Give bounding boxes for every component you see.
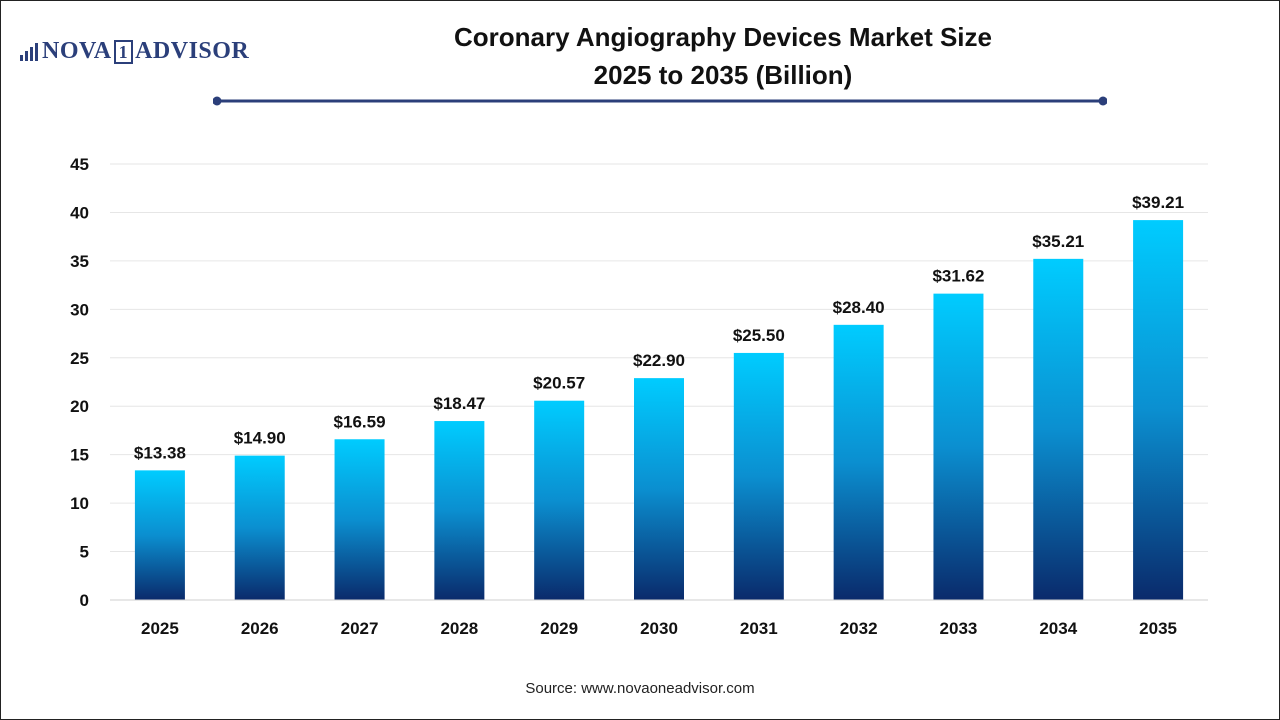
logo-text-left: NOVA: [42, 38, 112, 64]
x-tick-label-2034: 2034: [1039, 619, 1077, 638]
bar-2028: [434, 421, 485, 600]
data-label-2035: $39.21: [1132, 193, 1184, 212]
bar-2027: [334, 439, 385, 600]
y-tick-label: 5: [80, 543, 89, 562]
y-tick-label: 40: [70, 203, 89, 222]
bars: [134, 220, 1184, 600]
data-label-2026: $14.90: [234, 429, 286, 448]
bar-2032: [833, 324, 884, 600]
data-label-2034: $35.21: [1032, 232, 1084, 251]
logo-text-box: 1: [113, 39, 134, 64]
bar-2029: [534, 400, 585, 600]
chart-title-line2: 2025 to 2035 (Billion): [593, 60, 853, 90]
y-tick-label: 0: [80, 591, 89, 610]
bar-2033: [933, 293, 984, 600]
bar-2025: [134, 470, 185, 600]
data-label-2032: $28.40: [833, 298, 885, 317]
data-label-2033: $31.62: [932, 267, 984, 286]
x-tick-label-2033: 2033: [940, 619, 978, 638]
bar-2031: [733, 352, 784, 600]
x-tick-label-2031: 2031: [740, 619, 778, 638]
data-label-2025: $13.38: [134, 443, 186, 462]
bar-2026: [234, 455, 285, 600]
title-underline: [213, 96, 1107, 106]
y-tick-label: 10: [70, 494, 89, 513]
chart-title-line1: Coronary Angiography Devices Market Size: [454, 22, 992, 52]
x-tick-label-2029: 2029: [540, 619, 578, 638]
data-label-2031: $25.50: [733, 326, 785, 345]
bar-2034: [1033, 258, 1084, 600]
data-label-2027: $16.59: [334, 412, 386, 431]
y-tick-label: 45: [70, 155, 89, 174]
x-tick-label-2030: 2030: [640, 619, 678, 638]
data-labels: $13.38 $14.90 $16.59 $18.47 $20.57 $22.90 $25.…: [134, 193, 1184, 462]
x-tick-label-2035: 2035: [1139, 619, 1177, 638]
data-label-2030: $22.90: [633, 351, 685, 370]
x-tick-label-2032: 2032: [840, 619, 878, 638]
bar-2030: [634, 378, 684, 600]
logo-text-right: ADVISOR: [135, 38, 250, 64]
x-tick-label-2025: 2025: [141, 619, 179, 638]
title-underline-dot-right: [1098, 96, 1107, 106]
x-tick-label-2028: 2028: [440, 619, 478, 638]
x-tick-label-2027: 2027: [341, 619, 379, 638]
y-axis-ticks: 0 5 10 15 20 25 30 35 40 45: [70, 155, 89, 610]
x-axis-ticks: 2025 2026 2027 2028 2029 2030 2031 2032 2033 2034…: [141, 619, 1177, 638]
data-label-2029: $20.57: [533, 374, 585, 393]
y-tick-label: 15: [70, 446, 89, 465]
bar-chart-icon: [20, 42, 38, 61]
data-label-2028: $18.47: [433, 394, 485, 413]
y-tick-label: 25: [70, 349, 89, 368]
y-tick-label: 30: [70, 300, 89, 319]
source-note: Source: www.novaoneadvisor.com: [525, 680, 755, 697]
bar-2035: [1133, 220, 1184, 600]
chart-title: Coronary Angiography Devices Market Size…: [323, 18, 1123, 94]
x-tick-label-2026: 2026: [241, 619, 279, 638]
y-tick-label: 20: [70, 397, 89, 416]
title-underline-dot-left: [213, 96, 222, 106]
nova-one-advisor-logo: NOVA 1 ADVISOR: [20, 38, 249, 65]
y-tick-label: 35: [70, 252, 89, 271]
